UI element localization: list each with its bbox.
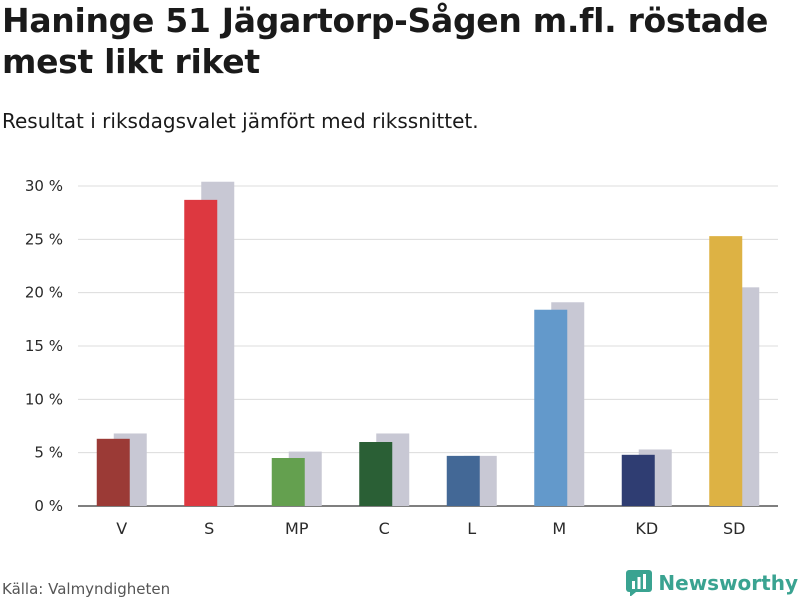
y-tick-label: 30 %: [25, 177, 63, 195]
chart-title: Haninge 51 Jägartorp-Sågen m.fl. röstade…: [2, 1, 769, 81]
bar-local-mp: [271, 458, 305, 506]
bar-chart-logo-icon: [626, 570, 653, 596]
y-tick-label: 10 %: [25, 390, 63, 408]
brand-name: Newsworthy: [658, 571, 798, 595]
x-tick-label: C: [379, 519, 390, 538]
y-tick-label: 20 %: [25, 284, 63, 302]
chart-subtitle: Resultat i riksdagsvalet jämfört med rik…: [2, 109, 479, 133]
x-tick-label: SD: [723, 519, 745, 538]
source-note: Källa: Valmyndigheten: [2, 580, 171, 598]
x-tick-label: M: [552, 519, 566, 538]
y-tick-label: 5 %: [34, 444, 63, 462]
bar-local-c: [359, 442, 393, 506]
x-tick-label: MP: [285, 519, 309, 538]
bar-local-sd: [709, 236, 743, 506]
y-tick-label: 15 %: [25, 337, 63, 355]
y-tick-label: 0 %: [34, 497, 63, 515]
brand-logo: Newsworthy: [626, 568, 798, 598]
x-tick-label: V: [116, 519, 127, 538]
x-tick-label: L: [467, 519, 476, 538]
y-tick-label: 25 %: [25, 230, 63, 248]
bar-local-kd: [621, 454, 655, 506]
x-tick-label: S: [204, 519, 214, 538]
bar-local-s: [184, 199, 218, 506]
bar-local-v: [96, 438, 130, 506]
x-tick-label: KD: [635, 519, 658, 538]
bar-local-m: [534, 309, 568, 506]
bar-local-l: [446, 455, 480, 506]
